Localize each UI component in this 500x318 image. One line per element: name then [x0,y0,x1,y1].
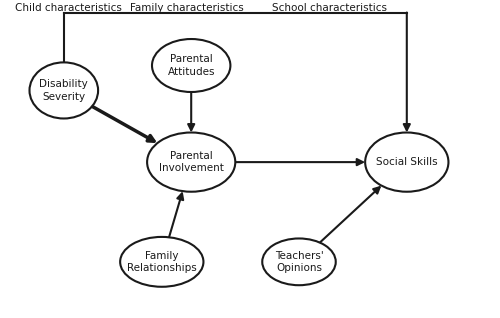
Ellipse shape [30,62,98,119]
Ellipse shape [365,133,448,192]
Text: Parental
Involvement: Parental Involvement [159,151,224,173]
Text: Social Skills: Social Skills [376,157,438,167]
Ellipse shape [120,237,204,287]
Ellipse shape [262,238,336,285]
Text: School characteristics: School characteristics [272,3,387,13]
Text: Family characteristics: Family characteristics [130,3,244,13]
Text: Disability
Severity: Disability Severity [40,79,88,102]
Ellipse shape [152,39,230,92]
Text: Teachers'
Opinions: Teachers' Opinions [274,251,324,273]
Text: Child characteristics: Child characteristics [15,3,122,13]
Text: Parental
Attitudes: Parental Attitudes [168,54,215,77]
Text: Family
Relationships: Family Relationships [127,251,196,273]
Ellipse shape [147,133,236,192]
